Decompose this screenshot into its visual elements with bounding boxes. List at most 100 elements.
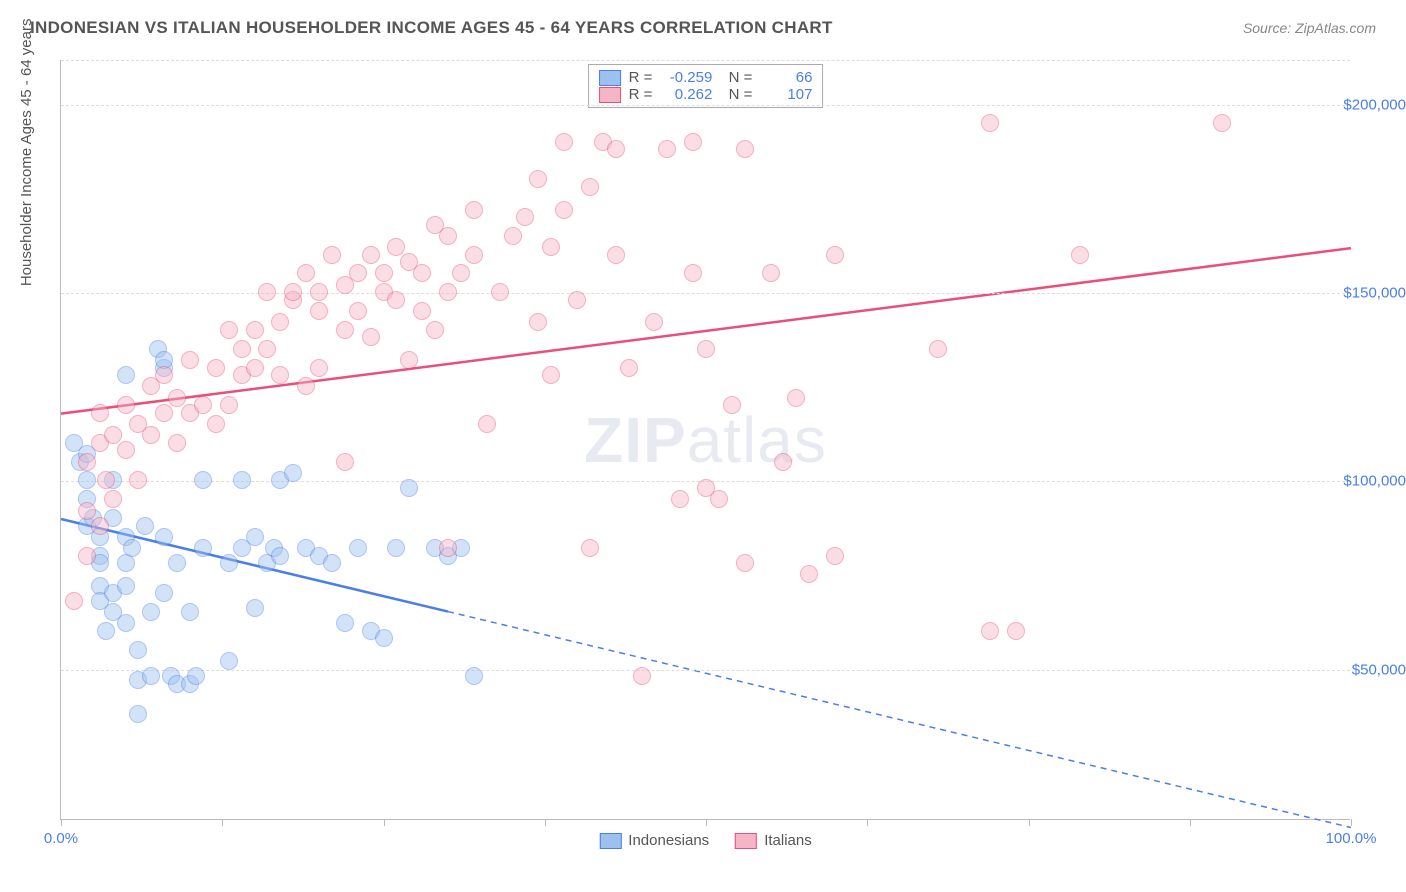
data-point [117,396,135,414]
data-point [1071,246,1089,264]
data-point [155,528,173,546]
data-point [1007,622,1025,640]
data-point [284,464,302,482]
x-tick [1029,819,1030,826]
data-point [516,208,534,226]
y-tick-label: $200,000 [1343,97,1406,114]
data-point [736,140,754,158]
chart-title: INDONESIAN VS ITALIAN HOUSEHOLDER INCOME… [30,18,833,38]
data-point [413,302,431,320]
source-label: Source: ZipAtlas.com [1243,20,1376,36]
x-tick [867,819,868,826]
data-point [607,246,625,264]
data-point [168,389,186,407]
data-point [413,264,431,282]
data-point [684,264,702,282]
data-point [271,313,289,331]
data-point [452,264,470,282]
data-point [981,622,999,640]
legend-swatch [599,70,621,86]
data-point [774,453,792,471]
data-point [826,547,844,565]
legend-label: Italians [764,832,812,849]
gridline [61,670,1350,671]
data-point [310,359,328,377]
data-point [168,554,186,572]
data-point [362,328,380,346]
gridline [61,105,1350,106]
legend-label: Indonesians [628,832,709,849]
data-point [207,415,225,433]
x-tick [222,819,223,826]
data-point [117,614,135,632]
data-point [710,490,728,508]
data-point [97,471,115,489]
data-point [117,577,135,595]
data-point [465,201,483,219]
x-tick [1351,819,1352,826]
data-point [78,453,96,471]
data-point [123,539,141,557]
gridline [61,293,1350,294]
legend-stat-row: R =-0.259 N =66 [599,69,813,86]
data-point [323,554,341,572]
data-point [387,291,405,309]
data-point [620,359,638,377]
data-point [607,140,625,158]
data-point [658,140,676,158]
data-point [78,547,96,565]
legend-stats-box: R =-0.259 N =66R =0.262 N =107 [588,64,824,108]
y-axis-label: Householder Income Ages 45 - 64 years [18,19,35,287]
gridline [61,60,1350,61]
data-point [310,283,328,301]
data-point [220,321,238,339]
legend-item: Indonesians [599,832,709,849]
stat-label-n: N = [720,69,752,86]
data-point [375,264,393,282]
x-tick-label: 0.0% [44,830,78,847]
data-point [929,340,947,358]
data-point [400,479,418,497]
data-point [194,471,212,489]
data-point [762,264,780,282]
data-point [439,539,457,557]
data-point [1213,114,1231,132]
data-point [439,283,457,301]
data-point [491,283,509,301]
data-point [220,396,238,414]
x-tick-label: 100.0% [1326,830,1377,847]
y-tick-label: $150,000 [1343,285,1406,302]
data-point [465,667,483,685]
legend-item: Italians [735,832,812,849]
data-point [284,283,302,301]
legend-swatch [599,87,621,103]
data-point [633,667,651,685]
data-point [439,227,457,245]
data-point [258,340,276,358]
data-point [91,517,109,535]
data-point [723,396,741,414]
data-point [142,426,160,444]
data-point [336,453,354,471]
data-point [246,599,264,617]
data-point [555,201,573,219]
data-point [787,389,805,407]
data-point [297,264,315,282]
data-point [181,351,199,369]
data-point [310,302,328,320]
data-point [349,302,367,320]
data-point [207,359,225,377]
data-point [542,238,560,256]
data-point [246,321,264,339]
data-point [581,539,599,557]
data-point [387,238,405,256]
x-tick [384,819,385,826]
data-point [387,539,405,557]
data-point [129,471,147,489]
data-point [271,366,289,384]
data-point [181,603,199,621]
trend-line-dashed [448,612,1351,828]
data-point [155,366,173,384]
data-point [187,667,205,685]
legend-swatch [735,833,757,849]
